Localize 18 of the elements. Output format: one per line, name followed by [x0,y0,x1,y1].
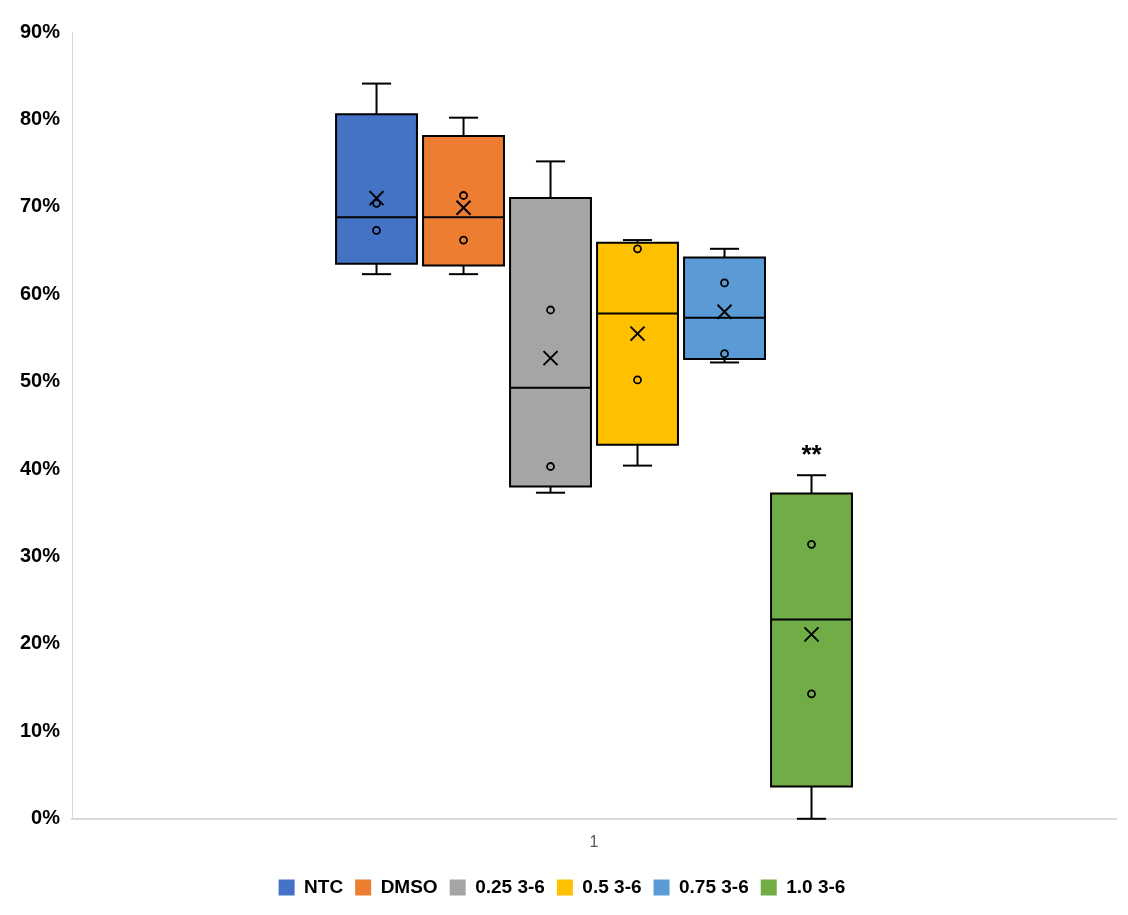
annotation: ** [801,439,823,470]
legend-label: 0.5 3-6 [582,875,642,897]
y-tick-label: 80% [20,106,61,129]
y-tick-label: 10% [20,718,61,741]
legend-label: 0.25 3-6 [475,875,545,897]
legend-label: 1.0 3-6 [786,875,846,897]
y-tick-label: 30% [20,544,61,567]
y-tick-label: 60% [20,281,61,304]
y-tick-label: 40% [20,456,61,479]
legend-label: DMSO [380,875,438,897]
y-tick-label: 0% [31,806,61,829]
y-tick-label: 70% [20,194,61,217]
x-tick-label: 1 [589,832,599,850]
legend-label: 0.75 3-6 [679,875,749,897]
y-tick-label: 90% [20,19,61,42]
y-tick-label: 50% [20,369,61,392]
y-tick-label: 20% [20,631,61,654]
legend-label: NTC [304,875,344,897]
